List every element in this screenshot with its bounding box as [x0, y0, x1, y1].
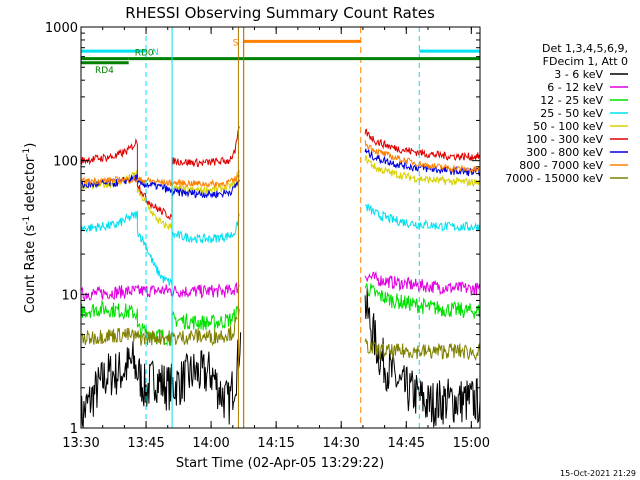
y-tick-label-0: 1	[70, 422, 78, 437]
series-line-2-seg1	[81, 281, 240, 301]
x-tick-label-0: 13:30	[62, 436, 99, 451]
y-tick-label-1: 10	[61, 288, 78, 303]
series-line-5-seg2	[364, 154, 480, 188]
legend-header-1: FDecim 1, Att 0	[543, 55, 628, 68]
series-line-9-seg2	[364, 338, 480, 362]
n-label: N	[152, 48, 159, 58]
legend-header-0: Det 1,3,4,5,6,9,	[542, 42, 628, 55]
rd0-label: RD0	[135, 49, 154, 59]
series-line-1-seg2	[364, 288, 480, 428]
y-label-sup2: -1	[22, 148, 32, 157]
axis-ticks: 13:30 13:45 14:00 14:15 14:30 14:45 15:00 1 10 10…	[45, 21, 490, 451]
x-tick-label-6: 15:00	[453, 436, 490, 451]
series-line-4-seg2	[364, 203, 480, 233]
legend-label-7: 300 - 800 keV	[526, 146, 603, 159]
x-tick-label-4: 14:30	[322, 436, 359, 451]
legend-label-5: 50 - 100 keV	[533, 120, 603, 133]
annotation-layer	[81, 27, 480, 428]
s-label: S	[233, 38, 239, 48]
y-tick-label-3: 1000	[45, 21, 78, 36]
x-tick-label-5: 14:45	[388, 436, 425, 451]
legend-label-9: 7000 - 15000 keV	[505, 172, 603, 185]
legend-label-4: 25 - 50 keV	[540, 107, 603, 120]
rd4-label: RD4	[95, 66, 114, 76]
x-tick-label-1: 13:45	[127, 436, 164, 451]
series-line-2-seg2	[364, 270, 480, 296]
plot-frame	[80, 26, 481, 429]
legend-label-6: 100 - 300 keV	[526, 133, 603, 146]
y-tick-label-2: 100	[53, 155, 78, 170]
y-label-sup1: -1	[22, 216, 32, 225]
series-line-9-seg1	[81, 316, 238, 347]
x-tick-label-3: 14:15	[257, 436, 294, 451]
chart-title: RHESSI Observing Summary Count Rates	[125, 4, 435, 22]
series-line-6-seg1	[81, 126, 240, 220]
series-layer	[81, 126, 480, 428]
legend-label-8: 800 - 7000 keV	[519, 159, 603, 172]
series-line-8-seg2	[364, 140, 480, 175]
series-line-8-seg1	[81, 174, 240, 188]
series-line-5-seg1	[81, 169, 240, 231]
y-label-main: Count Rate (s	[23, 225, 38, 314]
series-line-4-seg1	[81, 210, 240, 286]
y-label-mid: detector	[23, 156, 38, 216]
footer-date: 15-Oct-2021 21:29	[560, 469, 636, 478]
y-label-end: )	[23, 143, 38, 148]
legend-label-3: 12 - 25 keV	[540, 94, 603, 107]
series-line-3-seg2	[364, 283, 480, 319]
legend-label-2: 6 - 12 keV	[547, 81, 603, 94]
legend: Det 1,3,4,5,6,9,FDecim 1, Att 03 - 6 keV…	[505, 42, 628, 185]
x-axis-label: Start Time (02-Apr-05 13:29:22)	[176, 456, 384, 471]
series-line-6-seg2	[364, 128, 480, 161]
legend-label-1: 3 - 6 keV	[554, 68, 603, 81]
x-tick-label-2: 14:00	[192, 436, 229, 451]
y-axis-label: Count Rate (s-1 detector-1)	[22, 143, 38, 314]
series-line-1-seg1	[81, 332, 242, 428]
